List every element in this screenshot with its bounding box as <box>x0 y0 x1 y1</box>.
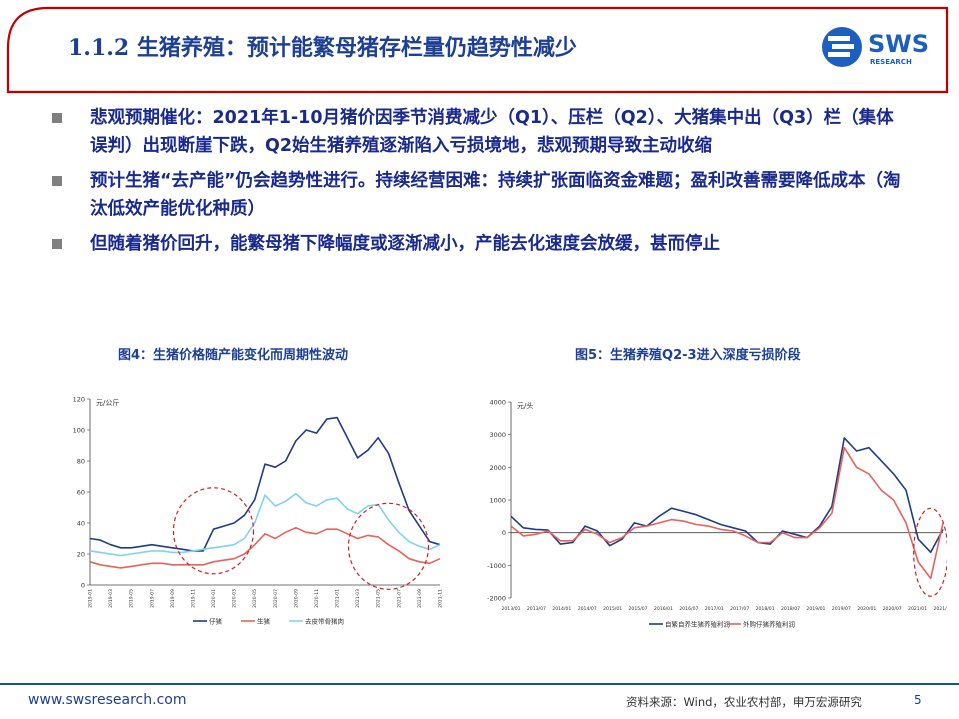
sws-logo: SWS RESEARCH <box>820 24 940 70</box>
highlight-circle <box>913 507 947 597</box>
x-tick-label: 2017/07 <box>730 606 749 612</box>
x-tick-label: 2020-03 <box>232 589 238 608</box>
bullet-item: 但随着猪价回升，能繁母猪下降幅度或逐渐减小，产能去化速度会放缓，甚而停止 <box>50 230 910 258</box>
highlight-circle <box>347 502 430 590</box>
x-tick-label: 2020-09 <box>293 589 299 608</box>
y-tick-label: 4000 <box>489 399 506 407</box>
x-tick-label: 2021/07 <box>933 606 947 612</box>
bullet-square-icon <box>52 176 62 186</box>
bullet-item: 悲观预期催化：2021年1-10月猪价因季节消费减少（Q1）、压栏（Q2）、大猪… <box>50 104 910 160</box>
bullet-text: 但随着猪价回升，能繁母猪下降幅度或逐渐减小，产能去化速度会放缓，甚而停止 <box>90 234 720 254</box>
x-tick-label: 2019-07 <box>149 589 155 608</box>
x-tick-label: 2021-01 <box>335 589 341 608</box>
x-tick-label: 2020/07 <box>883 606 902 612</box>
x-tick-label: 2019-05 <box>129 589 135 608</box>
x-tick-label: 2019-09 <box>170 589 176 608</box>
x-tick-label: 2015/01 <box>603 606 622 612</box>
x-tick-label: 2021-05 <box>376 589 382 608</box>
legend-label: 仔猪 <box>209 617 223 626</box>
series-line-0 <box>510 437 944 554</box>
legend-label: 外购仔猪养殖利润 <box>743 620 795 629</box>
x-tick-label: 2021-11 <box>438 589 444 608</box>
y-tick-label: 40 <box>77 520 85 528</box>
legend-label: 去皮带骨猪肉 <box>305 617 344 626</box>
x-tick-label: 2020/01 <box>857 606 876 612</box>
price-cycle-chart: 0 20 40 60 80 100 120 元/公斤 2019-01 2019-03 2019-05… <box>73 396 444 626</box>
legend-label: 生猪 <box>257 617 271 626</box>
x-tick-label: 2019/07 <box>832 606 851 612</box>
x-tick-label: 2020-05 <box>252 589 258 608</box>
x-tick-label: 2021-07 <box>396 589 402 608</box>
series-line-0 <box>89 416 441 552</box>
y-tick-label: 20 <box>77 551 85 559</box>
y-tick-label: 80 <box>77 458 85 466</box>
x-tick-label: 2015/07 <box>629 606 648 612</box>
footer-divider <box>0 683 959 685</box>
y-axis-unit-label: 元/头 <box>517 401 533 410</box>
x-tick-label: 2018/07 <box>781 606 800 612</box>
y-tick-label: 60 <box>77 489 85 497</box>
bullet-text: 悲观预期催化：2021年1-10月猪价因季节消费减少（Q1）、压栏（Q2）、大猪… <box>90 108 894 156</box>
bullet-text: 预计生猪“去产能”仍会趋势性进行。持续经营困难：持续扩张面临资金难题；盈利改善需… <box>90 171 901 219</box>
figure-right-caption: 图5：生猪养殖Q2-3进入深度亏损阶段 <box>575 348 801 363</box>
series-line-1 <box>89 526 441 569</box>
x-tick-label: 2019-11 <box>190 589 196 608</box>
y-tick-label: 0 <box>502 529 506 537</box>
bullet-item: 预计生猪“去产能”仍会趋势性进行。持续经营困难：持续扩张面临资金难题；盈利改善需… <box>50 167 910 223</box>
y-tick-label: 3000 <box>489 431 506 439</box>
x-tick-label: 2021-03 <box>355 589 361 608</box>
page-number: 5 <box>914 693 922 707</box>
x-tick-label: 2021/01 <box>908 606 927 612</box>
highlight-circle <box>172 487 255 575</box>
x-tick-label: 2019/01 <box>806 606 825 612</box>
x-tick-label: 2013/07 <box>527 606 546 612</box>
y-tick-label: 2000 <box>489 464 506 472</box>
x-tick-label: 2016/01 <box>654 606 673 612</box>
x-tick-label: 2013/01 <box>501 606 520 612</box>
bullet-square-icon <box>52 113 62 123</box>
figure-left-caption: 图4：生猪价格随产能变化而周期性波动 <box>118 348 349 363</box>
y-tick-label: 100 <box>73 427 85 435</box>
y-tick-label: 1000 <box>489 497 506 505</box>
y-tick-label: 120 <box>73 396 85 404</box>
y-tick-label: -1000 <box>487 562 506 570</box>
x-tick-label: 2018/01 <box>756 606 775 612</box>
y-axis-unit-label: 元/公斤 <box>96 398 119 407</box>
bullet-square-icon <box>52 239 62 249</box>
series-line-2 <box>89 492 441 557</box>
x-tick-label: 2020-01 <box>211 589 217 608</box>
x-tick-label: 2020-11 <box>314 589 320 608</box>
slide-title: 1.1.2 生猪养殖：预计能繁母猪存栏量仍趋势性减少 <box>68 35 577 61</box>
bullet-list: 悲观预期催化：2021年1-10月猪价因季节消费减少（Q1）、压栏（Q2）、大猪… <box>50 104 910 265</box>
x-tick-label: 2019-03 <box>108 589 114 608</box>
x-tick-label: 2020-07 <box>273 589 279 608</box>
x-tick-label: 2021-09 <box>417 589 423 608</box>
legend-label: 自繁自养生猪养殖利润 <box>665 620 730 629</box>
x-tick-label: 2019-01 <box>88 589 94 608</box>
x-tick-label: 2017/01 <box>705 606 724 612</box>
x-tick-label: 2016/07 <box>679 606 698 612</box>
logo-subtext: RESEARCH <box>870 58 912 66</box>
hog-profit-chart: -2000 -1000 0 1000 2000 3000 4000 元/头 2013/01 201… <box>487 399 947 629</box>
logo-text: SWS <box>868 30 929 58</box>
footer-website-link[interactable]: www.swsresearch.com <box>28 692 187 708</box>
footer-source: 资料来源：Wind，农业农村部，申万宏源研究 <box>626 695 862 709</box>
y-tick-label: -2000 <box>487 595 506 603</box>
series-line-1 <box>510 446 944 580</box>
x-tick-label: 2014/07 <box>578 606 597 612</box>
x-tick-label: 2014/01 <box>552 606 571 612</box>
y-tick-label: 0 <box>81 582 85 590</box>
